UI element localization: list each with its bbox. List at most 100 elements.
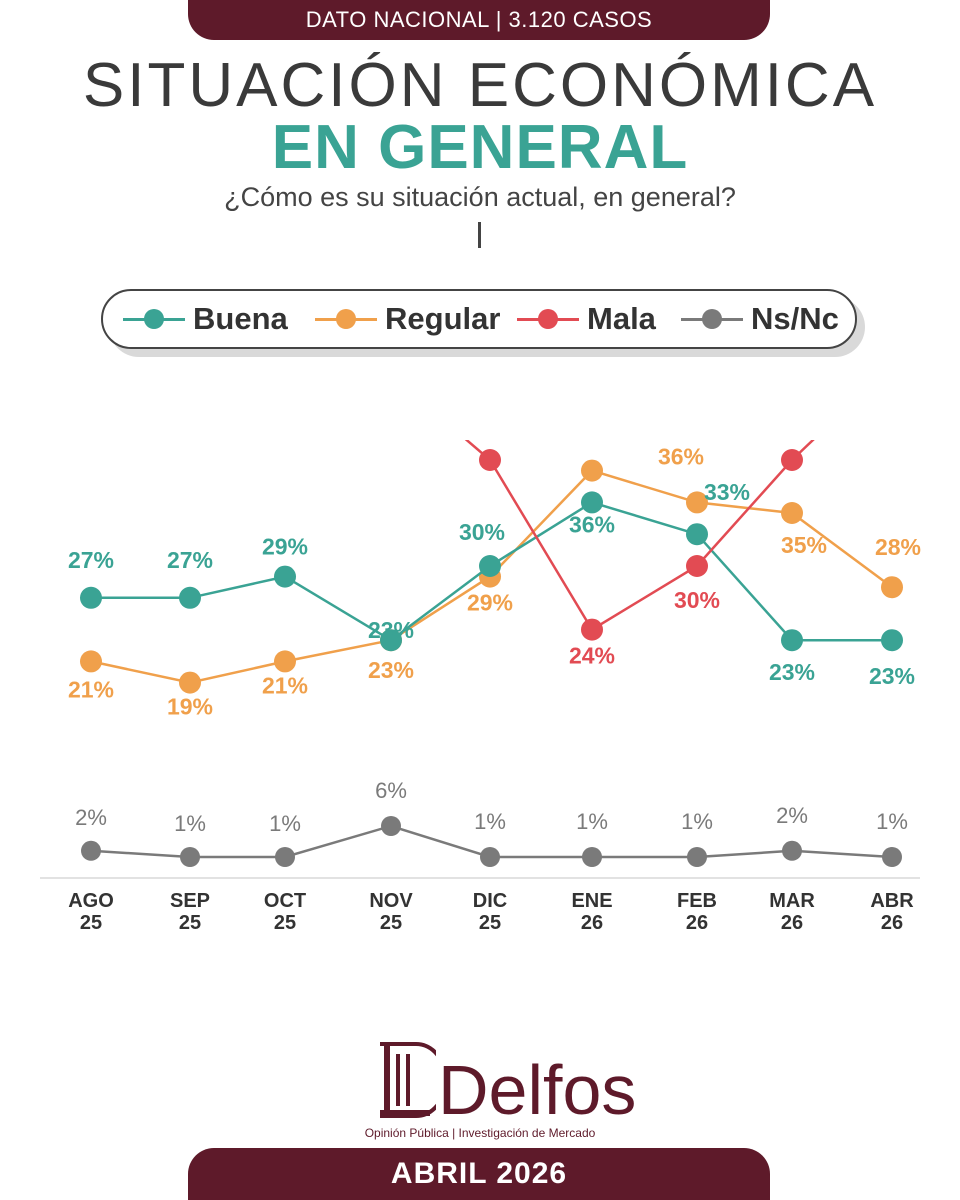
data-label-buena: 23% [368, 617, 414, 643]
data-label-buena: 23% [769, 659, 815, 685]
brand-tagline: Opinión Pública | Investigación de Merca… [364, 1126, 596, 1140]
data-label-buena: 27% [68, 547, 114, 573]
legend-label: Ns/Nc [751, 301, 839, 336]
data-label-nsnc: 1% [681, 809, 713, 834]
legend-marker-icon [315, 308, 377, 329]
data-label-nsnc: 1% [474, 809, 506, 834]
data-label-regular: 39% [565, 440, 611, 442]
data-point-nsnc [782, 840, 802, 861]
data-point-nsnc [81, 840, 101, 861]
data-point-buena [581, 491, 603, 514]
data-label-regular: 35% [781, 532, 827, 558]
title-line-1: SITUACIÓN ECONÓMICA [82, 51, 878, 120]
x-tick-label: FEB [677, 890, 717, 912]
legend-marker-icon [681, 308, 743, 329]
top-banner: DATO NACIONAL | 3.120 CASOS [188, 0, 770, 40]
legend-marker-icon [517, 308, 579, 329]
data-label-nsnc: 1% [876, 809, 908, 834]
data-point-nsnc [882, 847, 902, 867]
line-chart: 2%1%1%6%1%1%1%2%1%21%19%21%23%29%39%36%3… [40, 440, 921, 934]
x-tick-label: DIC [473, 890, 507, 912]
data-label-regular: 23% [368, 657, 414, 683]
data-point-mala [581, 618, 603, 641]
data-point-nsnc [381, 816, 401, 836]
legend-label: Regular [385, 301, 501, 336]
data-point-buena [781, 629, 803, 652]
data-label-regular: 36% [658, 443, 704, 469]
data-point-buena [881, 629, 903, 652]
data-point-nsnc [275, 847, 295, 867]
data-label-nsnc: 2% [75, 805, 107, 830]
x-tick-label: 26 [581, 912, 603, 934]
legend-item-mala: Mala [517, 291, 656, 347]
data-label-regular: 21% [262, 672, 308, 698]
data-label-regular: 28% [875, 534, 921, 560]
data-point-nsnc [480, 847, 500, 867]
delfos-logo-icon [380, 1042, 436, 1118]
data-label-buena: 30% [459, 519, 505, 545]
data-point-buena [179, 586, 201, 609]
x-tick-label: 26 [881, 912, 903, 934]
data-point-mala [479, 449, 501, 471]
x-tick-label: 25 [380, 912, 402, 934]
data-point-regular [781, 502, 803, 524]
legend-item-buena: Buena [123, 291, 288, 347]
data-point-nsnc [582, 847, 602, 867]
data-label-buena: 36% [569, 511, 615, 537]
x-tick-label: 25 [80, 912, 102, 934]
data-label-regular: 19% [167, 694, 213, 720]
data-label-nsnc: 2% [776, 803, 808, 828]
data-label-buena: 27% [167, 547, 213, 573]
data-point-regular [881, 576, 903, 599]
data-label-buena: 23% [869, 663, 915, 689]
data-label-nsnc: 1% [174, 811, 206, 836]
data-label-mala: 30% [674, 587, 720, 613]
data-point-mala [686, 555, 708, 577]
data-point-buena [80, 586, 102, 609]
data-point-nsnc [180, 847, 200, 867]
legend-item-regular: Regular [315, 291, 500, 347]
data-label-nsnc: 6% [375, 778, 407, 803]
title-line-2: EN GENERAL [271, 113, 689, 182]
legend-label: Buena [193, 301, 288, 336]
data-label-buena: 33% [704, 479, 750, 505]
x-tick-label: AGO [68, 890, 114, 912]
data-label-regular: 29% [467, 590, 513, 616]
data-label-regular: 21% [68, 676, 114, 702]
data-label-nsnc: 1% [576, 809, 608, 834]
data-point-buena [274, 565, 296, 588]
x-axis-labels: AGO25SEP25OCT25NOV25DIC25ENE26FEB26MAR26… [68, 890, 914, 934]
report-date: ABRIL 2026 [390, 1157, 568, 1190]
banner-text: DATO NACIONAL | 3.120 CASOS [305, 7, 653, 32]
x-tick-label: 25 [479, 912, 501, 934]
label-layer: 2%1%1%6%1%1%1%2%1%21%19%21%23%29%39%36%3… [68, 440, 921, 836]
data-point-regular [686, 491, 708, 514]
x-tick-label: 25 [179, 912, 201, 934]
data-point-buena [380, 629, 402, 652]
x-tick-label: 26 [686, 912, 708, 934]
x-tick-label: OCT [264, 890, 306, 912]
x-tick-label: SEP [170, 890, 210, 912]
x-tick-label: NOV [369, 890, 413, 912]
bottom-banner: ABRIL 2026 [188, 1148, 770, 1200]
data-label-buena: 29% [262, 534, 308, 560]
legend-item-nsnc: Ns/Nc [681, 291, 839, 347]
data-point-buena [686, 523, 708, 546]
text-cursor [478, 222, 481, 248]
data-label-mala: 24% [569, 643, 615, 669]
data-point-regular [581, 459, 603, 482]
data-point-mala [781, 449, 803, 471]
data-point-buena [479, 555, 501, 577]
series-layer [80, 440, 903, 867]
data-point-regular [179, 671, 201, 694]
x-tick-label: ABR [870, 890, 914, 912]
data-label-nsnc: 1% [269, 811, 301, 836]
legend-marker-icon [123, 308, 185, 329]
x-tick-label: ENE [571, 890, 612, 912]
x-tick-label: 26 [781, 912, 803, 934]
data-point-regular [80, 650, 102, 673]
legend-label: Mala [587, 301, 656, 336]
data-point-nsnc [687, 847, 707, 867]
data-point-regular [274, 650, 296, 673]
x-tick-label: MAR [769, 890, 815, 912]
